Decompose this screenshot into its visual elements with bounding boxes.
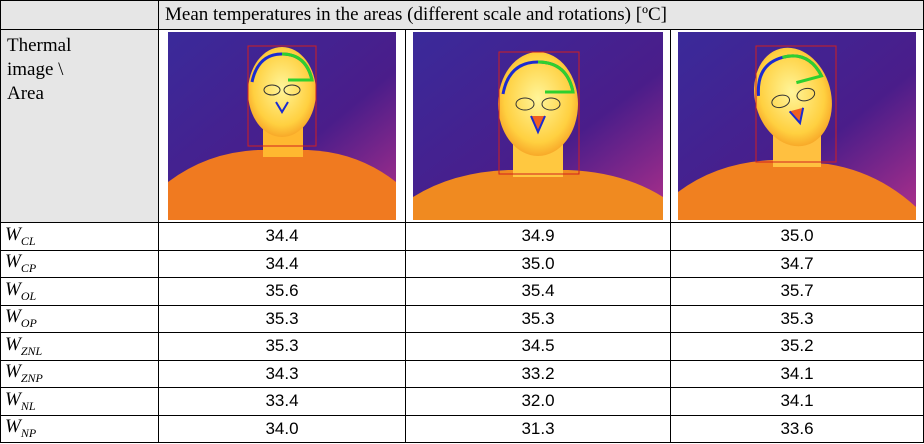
cell-value: 35.3 <box>405 304 671 333</box>
label-subscript: NP <box>20 426 37 441</box>
cell-value: 35.0 <box>405 249 671 278</box>
label-main: W <box>5 251 21 273</box>
cell-value: 35.3 <box>158 304 406 333</box>
thermal-image <box>168 32 396 220</box>
cell-value: 34.1 <box>669 387 924 416</box>
cell-value: 34.1 <box>669 359 924 388</box>
corner-label: Thermal image \ Area <box>7 35 72 104</box>
data-rows: WCL 34.4 34.9 35.0 WCP 34.4 35.0 34.7 WOL 35.6 35.… <box>0 222 924 443</box>
label-main: W <box>5 278 21 300</box>
cell-value: 35.3 <box>669 304 924 333</box>
cell-value: 33.4 <box>158 387 406 416</box>
cell-value: 35.3 <box>158 332 406 361</box>
cell-value: 35.6 <box>158 277 406 306</box>
table-row: WCP 34.4 35.0 34.7 <box>0 249 924 278</box>
table-row: WNP 34.0 31.3 33.6 <box>0 414 924 443</box>
row-label: WOP <box>0 304 159 333</box>
table-row: WNL 33.4 32.0 34.1 <box>0 387 924 416</box>
table-row: WCL 34.4 34.9 35.0 <box>0 222 924 251</box>
row-label: WCL <box>0 222 159 251</box>
label-main: W <box>5 416 21 438</box>
label-subscript: ZNP <box>20 371 43 386</box>
row-label: WOL <box>0 277 159 306</box>
label-subscript: CL <box>20 233 36 248</box>
cell-value: 35.0 <box>669 222 924 251</box>
cell-value: 34.9 <box>405 222 671 251</box>
image-cell <box>158 29 406 223</box>
row-label: WCP <box>0 249 159 278</box>
label-subscript: OP <box>20 316 37 331</box>
cell-value: 31.3 <box>405 414 671 443</box>
label-main: W <box>5 333 21 355</box>
image-cell <box>405 29 671 223</box>
label-main: W <box>5 388 21 410</box>
empty-cell <box>0 0 159 30</box>
row-label: WNP <box>0 414 159 443</box>
label-subscript: NL <box>20 398 36 413</box>
label-subscript: CP <box>20 261 37 276</box>
image-cell <box>669 29 924 223</box>
table-row: WOP 35.3 35.3 35.3 <box>0 304 924 333</box>
table-row: WOL 35.6 35.4 35.7 <box>0 277 924 306</box>
label-main: W <box>5 361 21 383</box>
caption: Mean temperatures in the areas (differen… <box>157 0 924 30</box>
cell-value: 35.7 <box>669 277 924 306</box>
row-label: WZNL <box>0 332 159 361</box>
cell-value: 33.2 <box>405 359 671 388</box>
row-label: WNL <box>0 387 159 416</box>
label-subscript: OL <box>20 288 37 303</box>
cell-value: 35.4 <box>405 277 671 306</box>
cell-value: 34.0 <box>158 414 406 443</box>
cell-value: 34.7 <box>669 249 924 278</box>
cell-value: 32.0 <box>405 387 671 416</box>
label-main: W <box>5 223 21 245</box>
cell-value: 34.3 <box>158 359 406 388</box>
thermal-image <box>413 32 663 220</box>
table-row: WZNL 35.3 34.5 35.2 <box>0 332 924 361</box>
row-label: WZNP <box>0 359 159 388</box>
label-main: W <box>5 306 21 328</box>
table-row: WZNP 34.3 33.2 34.1 <box>0 359 924 388</box>
thermal-image <box>678 32 916 220</box>
cell-value: 34.5 <box>405 332 671 361</box>
cell-value: 33.6 <box>669 414 924 443</box>
cell-value: 34.4 <box>158 249 406 278</box>
label-subscript: ZNL <box>20 343 43 358</box>
corner-cell: Thermal image \ Area <box>0 29 159 223</box>
cell-value: 34.4 <box>158 222 406 251</box>
cell-value: 35.2 <box>669 332 924 361</box>
